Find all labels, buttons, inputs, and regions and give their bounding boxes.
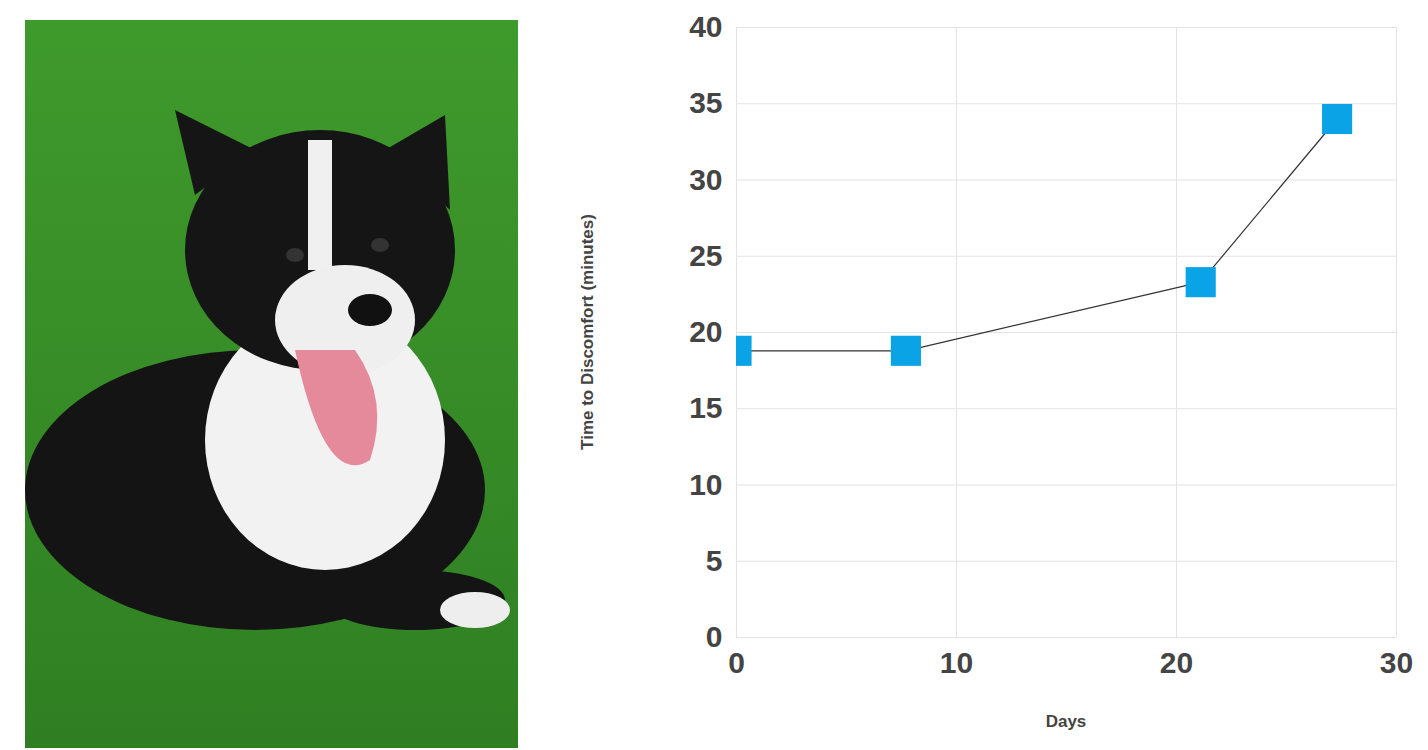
- svg-text:20: 20: [1160, 646, 1193, 679]
- html-text:Time to Discomfort (minutes): Time to Discomfort (minutes): [578, 214, 597, 450]
- svg-text:5: 5: [706, 544, 723, 577]
- svg-text:30: 30: [689, 163, 722, 196]
- html-text:Days: Days: [1045, 712, 1087, 731]
- svg-text:25: 25: [689, 239, 722, 272]
- svg-text:20: 20: [689, 315, 722, 348]
- svg-text:0: 0: [728, 646, 745, 679]
- svg-text:15: 15: [689, 391, 722, 424]
- svg-text:35: 35: [689, 86, 722, 119]
- svg-text:10: 10: [940, 646, 973, 679]
- svg-text:30: 30: [1380, 646, 1413, 679]
- svg-text:0: 0: [706, 620, 723, 653]
- svg-text:10: 10: [689, 468, 722, 501]
- svg-text:40: 40: [689, 10, 722, 43]
